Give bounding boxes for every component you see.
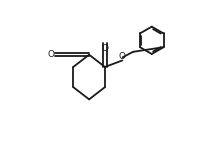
Text: O: O [48,50,55,59]
Text: O: O [119,52,126,61]
Text: O: O [101,44,108,53]
